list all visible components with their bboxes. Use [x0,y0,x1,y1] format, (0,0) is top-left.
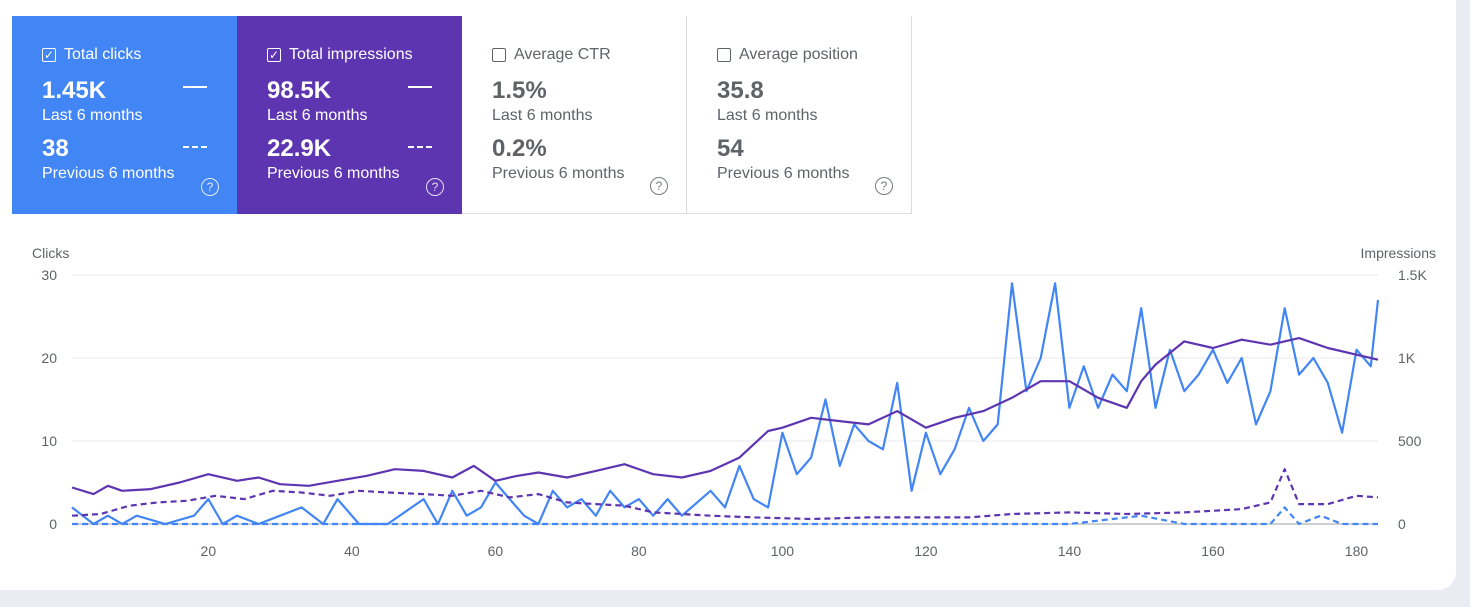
metric-cards: ✓ Total clicks 1.45K Last 6 months 38 Pr… [12,16,912,214]
card-header: ✓ Total clicks [42,44,237,66]
current-period-label: Last 6 months [492,107,593,124]
series-line [71,468,1379,521]
card-average-position[interactable]: Average position 35.8 Last 6 months 54 P… [687,16,912,214]
y-right-tick-label: 1K [1398,350,1416,366]
checkbox-unchecked-icon[interactable] [492,48,506,62]
card-total-impressions[interactable]: ✓ Total impressions 98.5K Last 6 months … [237,16,462,214]
card-header: Average CTR [492,44,686,66]
x-tick-label: 80 [631,543,647,559]
help-icon[interactable]: ? [875,177,893,195]
previous-value: 38 [42,135,69,162]
solid-line-key [408,86,432,88]
series-line [71,337,1379,496]
y-right-tick-label: 500 [1398,433,1422,449]
dashed-line-key [408,146,432,148]
checkbox-checked-icon[interactable]: ✓ [42,48,56,62]
current-period-label: Last 6 months [267,107,368,124]
current-value: 98.5K [267,77,332,104]
y-right-tick-label: 1.5K [1398,267,1427,283]
previous-value: 0.2% [492,135,547,162]
card-title: Total impressions [289,46,413,63]
y-left-tick-label: 30 [41,267,57,283]
x-tick-label: 140 [1058,543,1082,559]
previous-period-label: Previous 6 months [492,165,625,182]
x-tick-label: 20 [201,543,217,559]
previous-value: 22.9K [267,135,332,162]
solid-line-key [183,86,207,88]
card-title: Average position [739,46,858,63]
card-header: ✓ Total impressions [267,44,462,66]
x-tick-label: 60 [488,543,504,559]
checkbox-checked-icon[interactable]: ✓ [267,48,281,62]
y-left-tick-label: 0 [49,516,57,532]
card-total-clicks[interactable]: ✓ Total clicks 1.45K Last 6 months 38 Pr… [12,16,237,214]
previous-period-label: Previous 6 months [717,165,850,182]
card-header: Average position [717,44,911,66]
y-right-tick-label: 0 [1398,516,1406,532]
previous-period-label: Previous 6 months [42,165,175,182]
x-tick-label: 120 [914,543,938,559]
card-title: Total clicks [64,46,142,63]
card-average-ctr[interactable]: Average CTR 1.5% Last 6 months 0.2% Prev… [462,16,687,214]
x-tick-label: 100 [771,543,795,559]
series-line [71,282,1380,526]
card-title: Average CTR [514,46,611,63]
previous-period-label: Previous 6 months [267,165,400,182]
current-value: 1.5% [492,77,547,104]
y-left-tick-label: 10 [41,433,57,449]
y-axis-left-title: Clicks [32,245,70,261]
y-left-tick-label: 20 [41,350,57,366]
dashed-line-key [183,146,207,148]
help-icon[interactable]: ? [426,178,444,196]
current-value: 35.8 [717,77,764,104]
current-period-label: Last 6 months [717,107,818,124]
current-value: 1.45K [42,77,107,104]
y-axis-right-title: Impressions [1360,245,1436,261]
current-period-label: Last 6 months [42,107,143,124]
checkbox-unchecked-icon[interactable] [717,48,731,62]
help-icon[interactable]: ? [201,178,219,196]
x-tick-label: 160 [1201,543,1225,559]
previous-value: 54 [717,135,744,162]
x-tick-label: 180 [1345,543,1369,559]
series-line [72,506,1378,526]
x-tick-label: 40 [344,543,360,559]
help-icon[interactable]: ? [650,177,668,195]
